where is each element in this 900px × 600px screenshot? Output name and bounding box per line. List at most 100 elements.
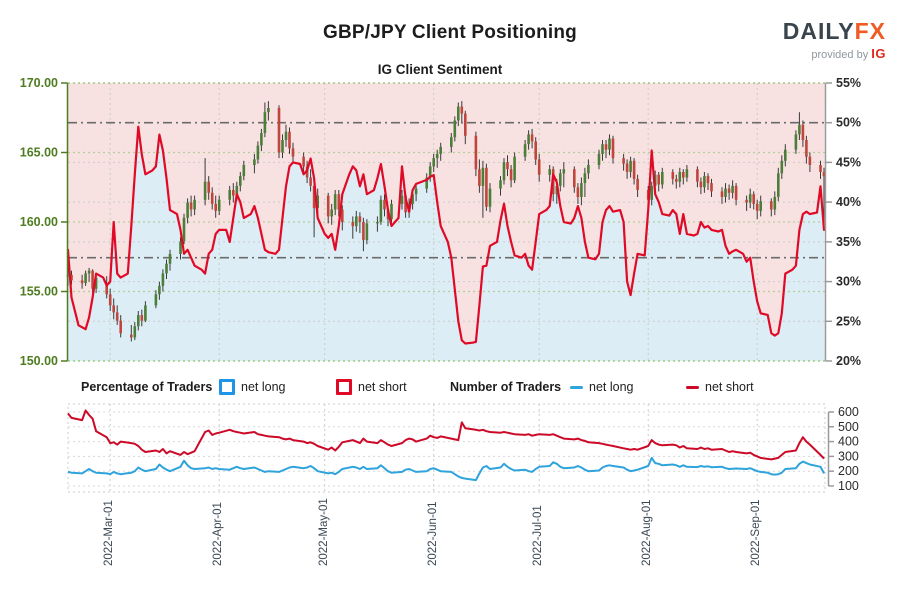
candle-body: [232, 190, 235, 196]
candle-body: [748, 194, 752, 203]
legend-num-net-short[interactable]: net short: [686, 377, 754, 397]
candle-body: [548, 169, 551, 175]
candle-body: [435, 153, 439, 159]
candle-body: [70, 274, 73, 281]
candle-body: [653, 174, 657, 186]
candle-body: [144, 305, 147, 321]
x-tick-label: 2022-Apr-01: [212, 502, 224, 566]
candle-body: [154, 294, 158, 306]
price-tick-label: 155.00: [20, 285, 58, 299]
candle-body: [404, 195, 407, 213]
candle-body: [168, 254, 172, 264]
candle-body: [706, 176, 710, 184]
candle-body: [464, 113, 467, 136]
candle-body: [636, 178, 639, 190]
price-tick-label: 150.00: [20, 354, 58, 368]
pct-tick-label: 40%: [836, 195, 861, 209]
candle-body: [696, 169, 699, 182]
candle-body: [84, 273, 87, 284]
candle-body: [312, 185, 316, 209]
candle-body: [203, 181, 207, 200]
candle-body: [608, 138, 611, 150]
x-tick-label: 2022-Sep-01: [750, 499, 762, 567]
candle-body: [281, 140, 284, 153]
candle-body: [583, 173, 587, 183]
candle-body: [502, 162, 506, 181]
candle-body: [105, 284, 108, 295]
candle-body: [622, 158, 625, 164]
candle-body: [263, 112, 267, 133]
pct-tick-label: 30%: [836, 275, 861, 289]
candle-body: [161, 273, 165, 286]
net-short-dash-icon: [686, 385, 699, 389]
candle-body: [432, 158, 435, 167]
dailyfx-wordmark: DAILYFX: [783, 20, 886, 43]
page-title: GBP/JPY Client Positioning: [323, 22, 577, 43]
candle-body: [773, 197, 777, 210]
candle-body: [534, 141, 537, 160]
candle-body: [499, 180, 502, 189]
candle-body: [457, 106, 460, 121]
candle-body: [217, 199, 221, 211]
candle-body: [428, 166, 432, 178]
candle-body: [488, 188, 492, 207]
candle-body: [755, 203, 759, 211]
candle-body: [333, 194, 337, 210]
candle-body: [260, 133, 263, 146]
candle-body: [165, 263, 168, 274]
candle-body: [731, 185, 734, 193]
legend-num-net-long[interactable]: net long: [570, 377, 633, 397]
x-tick-label: 2022-Jun-01: [427, 501, 439, 566]
candle-body: [326, 195, 330, 217]
candle-body: [685, 169, 689, 178]
candle-body: [805, 140, 808, 157]
net-long-square-icon: [219, 379, 235, 395]
candle-body: [376, 222, 379, 224]
candle-body: [439, 146, 442, 154]
candle-body: [587, 165, 590, 174]
x-tick-label: 2022-Jul-01: [532, 505, 544, 566]
candle-body: [675, 178, 678, 182]
candle-body: [580, 183, 583, 197]
candle-body: [474, 135, 478, 170]
candle-body: [379, 199, 383, 222]
net-long-count-line: [67, 456, 825, 482]
candle-body: [801, 124, 805, 140]
candle-body: [530, 134, 534, 142]
candle-body: [137, 315, 140, 327]
candle-body: [309, 177, 312, 186]
x-tick-label: 2022-May-01: [318, 498, 330, 566]
candle-body: [727, 188, 731, 193]
candle-body: [108, 294, 112, 306]
candle-body: [770, 201, 773, 210]
candle-body: [460, 106, 464, 114]
candle-body: [734, 185, 738, 200]
candle-body: [316, 195, 319, 209]
candle-body: [724, 188, 727, 197]
candle-body: [130, 334, 133, 338]
candle-body: [485, 167, 488, 207]
candle-body: [115, 312, 119, 321]
x-tick-label: 2022-Aug-01: [641, 499, 653, 567]
candle-body: [601, 144, 604, 154]
candle-body: [671, 172, 675, 179]
pct-tick-label: 25%: [836, 314, 861, 328]
legend-pct-net-long[interactable]: net long: [219, 377, 285, 397]
candle-body: [523, 144, 527, 157]
candle-body: [597, 153, 601, 165]
candle-body: [256, 145, 260, 160]
net-short-count-line: [67, 409, 825, 461]
candle-body: [798, 124, 801, 135]
candle-body: [193, 199, 196, 210]
price-tick-label: 170.00: [20, 76, 58, 90]
candle-body: [710, 183, 713, 192]
candle-body: [186, 202, 189, 218]
candle-body: [678, 172, 682, 182]
candle-body: [158, 285, 161, 295]
candle-body: [604, 144, 608, 150]
candle-body: [112, 305, 115, 313]
candle-body: [537, 159, 541, 175]
legend-pct-net-short[interactable]: net short: [336, 377, 407, 397]
candle-body: [235, 185, 239, 196]
